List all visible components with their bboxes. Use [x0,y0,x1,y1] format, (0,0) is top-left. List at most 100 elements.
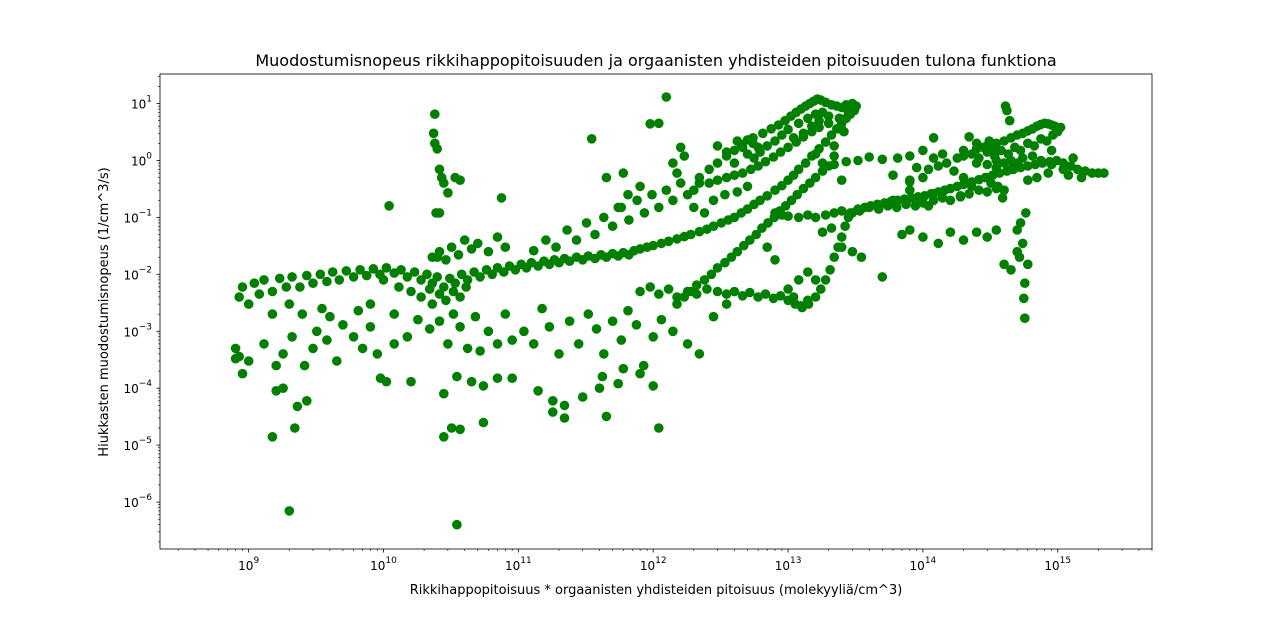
data-point [500,309,511,319]
data-point [348,272,359,282]
data-point [737,168,748,178]
data-point [577,392,588,402]
data-point [766,124,776,134]
data-point [843,107,854,118]
data-point [548,407,558,417]
data-point [432,272,443,282]
data-point [793,275,804,285]
data-point [635,368,645,379]
data-point [694,349,705,359]
data-point [1042,136,1052,146]
data-point [1068,153,1078,163]
data-point [1043,168,1053,178]
data-point [910,201,921,211]
data-point [877,154,888,165]
data-point [991,155,1002,166]
data-point [918,145,928,156]
data-point [888,170,898,180]
data-point [745,235,755,245]
data-point [562,225,572,235]
data-point [1012,225,1022,235]
data-point [365,299,376,309]
data-point [1019,293,1029,304]
x-tick-label: 1015 [1044,556,1071,573]
data-point [450,172,461,183]
data-point [721,147,732,157]
data-point [777,180,787,191]
data-point [1072,164,1083,175]
data-point [492,232,503,242]
data-point [783,142,793,153]
data-point [1099,168,1109,178]
data-point [798,132,809,142]
data-point [591,324,602,334]
data-point [348,332,359,342]
axes: 109 1010 1011 1012 1013 1014 1015 10−6 10−5 10−4 1… [123,73,1153,573]
data-point [613,378,623,389]
data-point [1046,159,1057,170]
data-point [686,229,696,240]
data-point [430,109,440,119]
data-point [945,183,956,194]
data-point [760,289,771,299]
data-point [607,221,618,231]
data-point [434,316,445,327]
data-point [955,192,966,202]
data-point [413,314,423,325]
data-point [689,185,699,195]
data-point [817,158,828,168]
data-point [966,181,977,192]
data-point [991,162,1002,173]
data-point [788,292,799,302]
data-point [299,360,310,371]
data-point [287,272,297,282]
data-point [803,210,813,220]
data-point [720,189,730,200]
data-point [853,155,863,166]
data-point [357,343,368,354]
data-point [623,189,633,200]
data-point [708,195,719,206]
data-point [854,206,865,216]
data-point [234,292,244,302]
data-point [845,208,856,218]
data-point [949,166,959,176]
data-point [905,185,915,195]
data-point [434,289,445,299]
data-point [668,326,678,337]
data-point [459,235,470,245]
data-point [775,147,786,157]
data-point [763,218,773,228]
data-point [708,221,719,231]
data-point [1023,161,1033,171]
data-point [648,381,658,391]
data-point [519,326,529,337]
data-point [829,141,839,151]
data-point [768,152,779,162]
data-point [928,133,939,143]
data-point [483,246,494,257]
data-point [334,275,345,285]
data-point [892,202,902,213]
data-point [691,289,702,299]
y-tick-label: 10−1 [123,208,152,225]
data-point [475,346,485,356]
data-point [672,299,682,309]
data-point [803,267,813,277]
data-point [836,242,847,252]
data-point [312,326,322,337]
data-point [706,269,717,280]
data-point [712,175,723,185]
y-tick-label: 10−4 [123,379,152,396]
data-point [499,267,509,277]
data-point [554,349,564,359]
data-point [267,432,278,442]
data-point [230,343,241,354]
data-point [745,287,755,298]
data-point [455,424,465,435]
data-point [613,202,623,213]
data-point [259,275,269,285]
data-point [267,309,278,319]
data-point [1004,115,1015,126]
